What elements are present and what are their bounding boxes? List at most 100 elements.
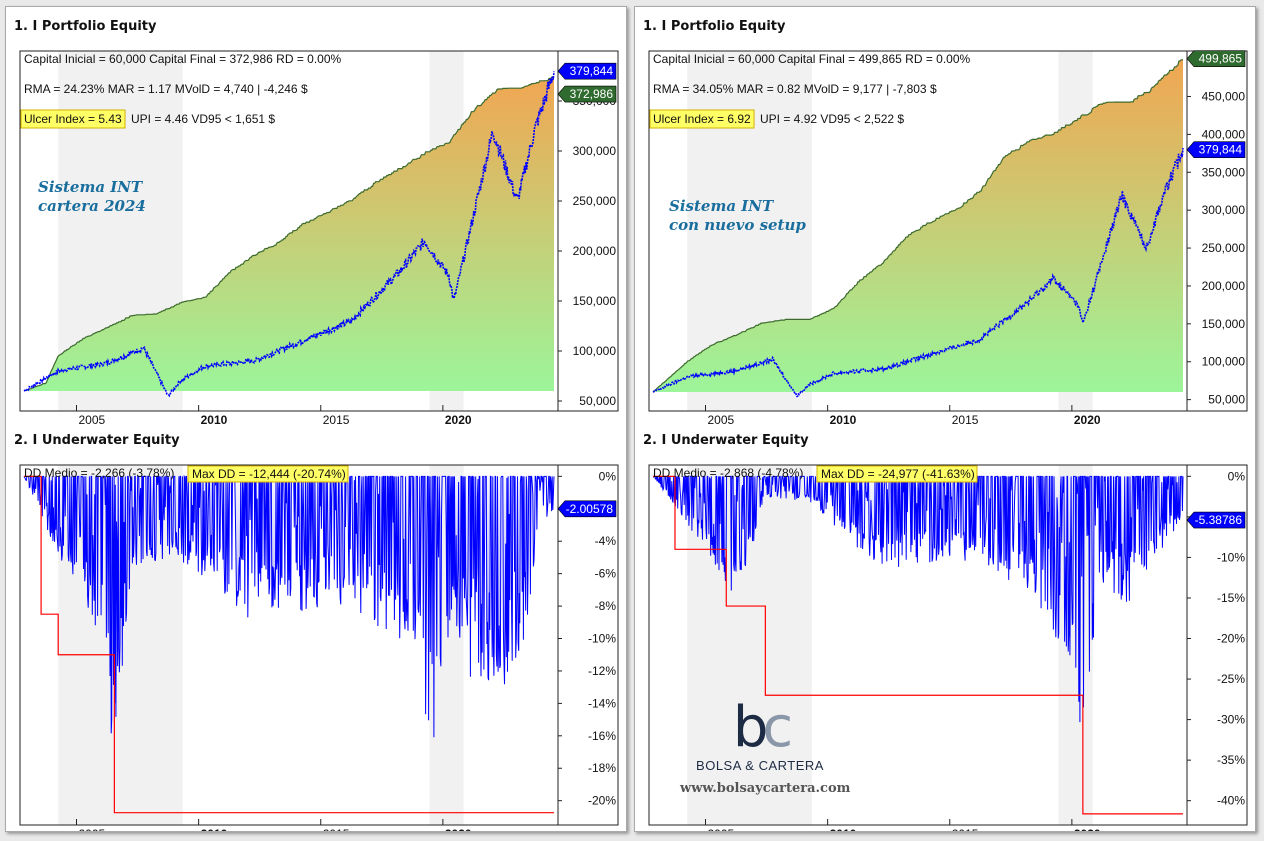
ulcer-highlight <box>649 109 755 129</box>
x-tick-label: 2010 <box>201 413 228 427</box>
last-value-tag: 499,865 <box>1199 52 1243 66</box>
y-tick-label: -10% <box>588 632 616 646</box>
y-tick-label: 100,000 <box>1202 355 1246 369</box>
x-tick-label: 2010 <box>830 413 857 427</box>
y-tick-label: 50,000 <box>579 394 616 408</box>
y-tick-label: 450,000 <box>1202 89 1246 103</box>
ulcer-index: Ulcer Index = 5.43 <box>24 112 122 126</box>
underwater-chart: 0%-5%-10%-15%-20%-25%-30%-35%-40%2005201… <box>648 464 1248 831</box>
y-axis-border <box>557 50 619 412</box>
underwater-chart: 0%-2%-4%-6%-8%-10%-12%-14%-16%-18%-20%20… <box>19 464 619 831</box>
y-tick-label: 200,000 <box>1202 279 1246 293</box>
y-tick-label: -30% <box>1217 713 1245 727</box>
logo-b: b <box>732 695 768 760</box>
x-tick-label: 2015 <box>952 827 979 831</box>
y-axis-border <box>1186 464 1248 826</box>
ulcer-highlight <box>20 109 126 129</box>
y-tick-label: -20% <box>1217 632 1245 646</box>
y-tick-label: 300,000 <box>1202 203 1246 217</box>
x-tick-label: 2005 <box>708 827 735 831</box>
y-tick-label: 400,000 <box>1202 127 1246 141</box>
strategy-label-2: con nuevo setup <box>669 216 806 234</box>
equity-title: 1. I Portfolio Equity <box>643 19 786 34</box>
y-tick-label: -15% <box>1217 591 1245 605</box>
y-tick-label: 50,000 <box>1208 393 1245 407</box>
y-tick-label: -35% <box>1217 753 1245 767</box>
y-tick-label: 150,000 <box>1202 317 1246 331</box>
x-tick-label: 2020 <box>1074 413 1101 427</box>
max-dd-highlight <box>187 465 349 483</box>
equity-area <box>653 59 1183 393</box>
y-tick-label: -6% <box>595 567 617 581</box>
equity-chart: 50,000 100,000 150,000 200,000 250,000 300,00… <box>648 50 1248 427</box>
y-tick-label: -20% <box>588 794 616 808</box>
x-tick-label: 2005 <box>79 827 106 831</box>
x-tick-label: 2020 <box>1074 827 1101 831</box>
right-panel: 1. I Portfolio Equity 50,000 100,000 150,0… <box>634 6 1256 832</box>
y-tick-label: 150,000 <box>573 294 617 308</box>
y-tick-label: -18% <box>588 761 616 775</box>
y-tick-label: 350,000 <box>1202 165 1246 179</box>
y-tick-label: -4% <box>595 534 617 548</box>
brand-name: BOLSA & CARTERA <box>696 758 824 773</box>
equity-line <box>652 59 1183 393</box>
x-tick-label: 2015 <box>952 413 979 427</box>
y-tick-label: -16% <box>588 729 616 743</box>
x-tick-label: 2015 <box>323 413 350 427</box>
bc-logo: bc <box>680 700 840 756</box>
y-tick-label: 250,000 <box>573 194 617 208</box>
dd-last-tag-shape <box>557 500 617 518</box>
stats-line-1: Capital Inicial = 60,000 Capital Final =… <box>653 52 971 66</box>
dd-medio: DD Medio = -2,868 (-4.78%) <box>653 466 803 480</box>
last-value-tag-2-shape <box>557 85 617 103</box>
y-tick-label: 250,000 <box>1202 241 1246 255</box>
ulcer-index: Ulcer Index = 6.92 <box>653 112 751 126</box>
dd-last-tag-shape <box>1186 511 1246 529</box>
y-tick-label: -8% <box>595 599 617 613</box>
stats-line-1: Capital Inicial = 60,000 Capital Final =… <box>24 52 342 66</box>
y-tick-label: -25% <box>1217 672 1245 686</box>
last-value-tag-2-shape <box>1186 141 1246 158</box>
y-tick-label: 0% <box>599 469 617 483</box>
logo-c: c <box>762 695 793 760</box>
max-dd-highlight <box>816 465 978 483</box>
equity-chart: 50,000 100,000 150,000 200,000 250,000 300,00… <box>19 50 619 427</box>
y-tick-label: -14% <box>588 696 616 710</box>
equity-title: 1. I Portfolio Equity <box>14 19 157 34</box>
stats-line-3: UPI = 4.46 VD95 < 1,651 $ <box>131 112 275 126</box>
x-tick-label: 2020 <box>445 413 472 427</box>
x-tick-label: 2010 <box>201 827 228 831</box>
max-dd: Max DD = -24,977 (-41.63%) <box>821 467 975 481</box>
underwater-title: 2. I Underwater Equity <box>14 433 180 448</box>
y-tick-label: -12% <box>588 664 616 678</box>
x-tick-label: 2005 <box>79 413 106 427</box>
dd-last-value: -5.38786 <box>1195 513 1243 527</box>
x-tick-label: 2010 <box>830 827 857 831</box>
last-value-tag-2: 372,986 <box>570 87 614 101</box>
max-dd: Max DD = -12,444 (-20.74%) <box>192 467 346 481</box>
dd-medio: DD Medio = -2,266 (-3.78%) <box>24 466 174 480</box>
strategy-label-1: Sistema INT <box>38 178 144 196</box>
underwater-line <box>23 474 555 738</box>
y-tick-label: 100,000 <box>573 344 617 358</box>
strategy-label-1: Sistema INT <box>669 197 775 215</box>
benchmark-line <box>652 148 1184 398</box>
underwater-title: 2. I Underwater Equity <box>643 433 809 448</box>
y-tick-label: 300,000 <box>573 144 617 158</box>
watermark: bc BOLSA & CARTERA www.bolsaycartera.com <box>680 700 851 800</box>
max-drawdown-line <box>653 475 1183 815</box>
last-value-tag-shape <box>557 62 617 80</box>
y-tick-label: -10% <box>1217 550 1245 564</box>
last-value-tag-2: 379,844 <box>1199 143 1243 157</box>
x-tick-label: 2005 <box>708 413 735 427</box>
x-tick-label: 2015 <box>323 827 350 831</box>
left-panel: 1. I Portfolio Equity 50,000 100,000 150,0… <box>5 6 627 832</box>
website-url: www.bolsaycartera.com <box>680 781 851 796</box>
y-tick-label: 0% <box>1228 469 1246 483</box>
max-drawdown-line <box>24 475 554 814</box>
y-axis-border <box>557 464 619 826</box>
equity-line <box>23 76 554 392</box>
last-value-tag-shape <box>1186 50 1246 67</box>
last-value-tag: 379,844 <box>570 64 614 78</box>
strategy-label-2: cartera 2024 <box>38 197 146 215</box>
